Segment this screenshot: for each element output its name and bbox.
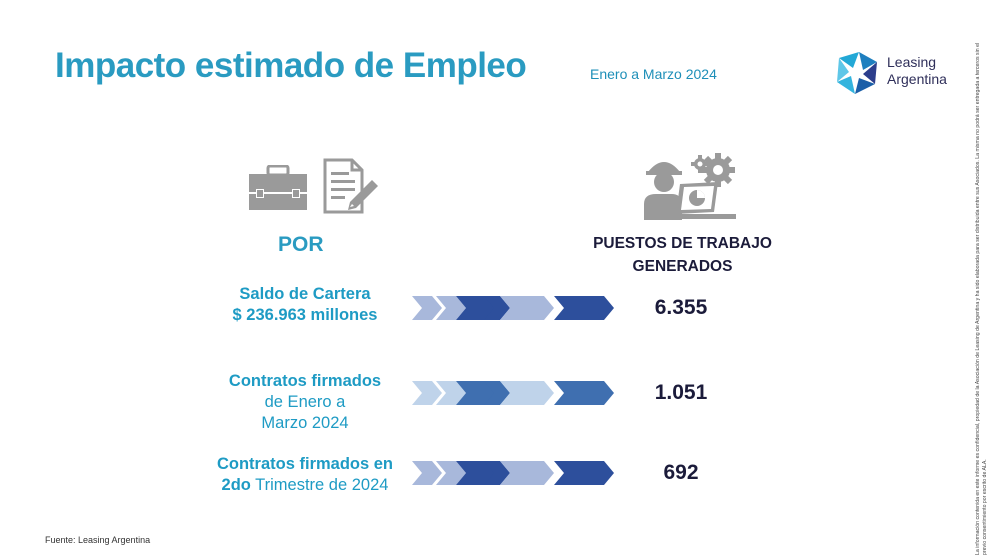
chevron-icon: [590, 381, 614, 405]
logo-line2: Argentina: [887, 71, 947, 87]
value-contratos-ene-mar: 1.051: [654, 381, 708, 404]
chevron-icon: [484, 461, 510, 485]
row-label-line: Marzo 2024: [261, 414, 349, 432]
arrow-group-row-2: [412, 377, 617, 414]
chevron-icon: [412, 381, 442, 405]
row-label-line: Saldo de Cartera: [239, 285, 371, 303]
chevron-icon: [528, 461, 554, 485]
puestos-header-line2: GENERADOS: [632, 258, 733, 275]
value-saldo-cartera: 6.355: [654, 296, 708, 319]
puestos-header: PUESTOS DE TRABAJO GENERADOS: [585, 232, 780, 278]
value-contratos-2do-trimestre: 692: [663, 461, 699, 484]
chevron-icon: [436, 296, 466, 320]
chevron-icon: [590, 461, 614, 485]
page-title: Impacto estimado de Empleo: [55, 46, 527, 85]
row-label-line: Contratos firmados: [228, 372, 382, 390]
chevron-icon: [436, 381, 466, 405]
row-label-bold: 2do: [221, 476, 251, 494]
puestos-header-line1: PUESTOS DE TRABAJO: [593, 235, 772, 252]
disclaimer-text: La información contenida en este informe…: [975, 42, 988, 555]
row-label-line: 2do Trimestre de 2024: [188, 475, 422, 496]
chevron-icon: [412, 461, 442, 485]
logo: Leasing Argentina: [833, 48, 963, 98]
document-pen-icon: [322, 158, 380, 219]
chevron-icon: [484, 381, 510, 405]
row-label-saldo-cartera: Saldo de Cartera $ 236.963 millones: [195, 284, 415, 326]
chevron-icon: [436, 461, 466, 485]
row-label-rest: Trimestre de 2024: [250, 476, 389, 494]
chevron-icon: [590, 296, 614, 320]
chevron-icon: [484, 296, 510, 320]
source-note: Fuente: Leasing Argentina: [45, 535, 151, 545]
leasing-argentina-logo-icon: [837, 52, 877, 94]
row-label-line: Contratos firmados en: [216, 455, 394, 473]
briefcase-icon: [248, 164, 308, 216]
row-label-contratos-2do-trimestre: Contratos firmados en 2do Trimestre de 2…: [188, 454, 422, 496]
por-header: POR: [278, 233, 324, 256]
worker-computer-gear-icon: [644, 152, 740, 227]
row-label-line: $ 236.963 millones: [232, 306, 378, 324]
chevron-icon: [528, 296, 554, 320]
chevron-icon: [528, 381, 554, 405]
period-label: Enero a Marzo 2024: [590, 66, 717, 82]
row-label-contratos-ene-mar: Contratos firmados de Enero a Marzo 2024: [195, 371, 415, 434]
chevron-icon: [412, 296, 442, 320]
logo-line1: Leasing: [887, 54, 937, 70]
row-label-line: de Enero a: [264, 393, 346, 411]
arrow-group-row-1: [412, 292, 617, 329]
arrow-group-row-3: [412, 457, 617, 494]
